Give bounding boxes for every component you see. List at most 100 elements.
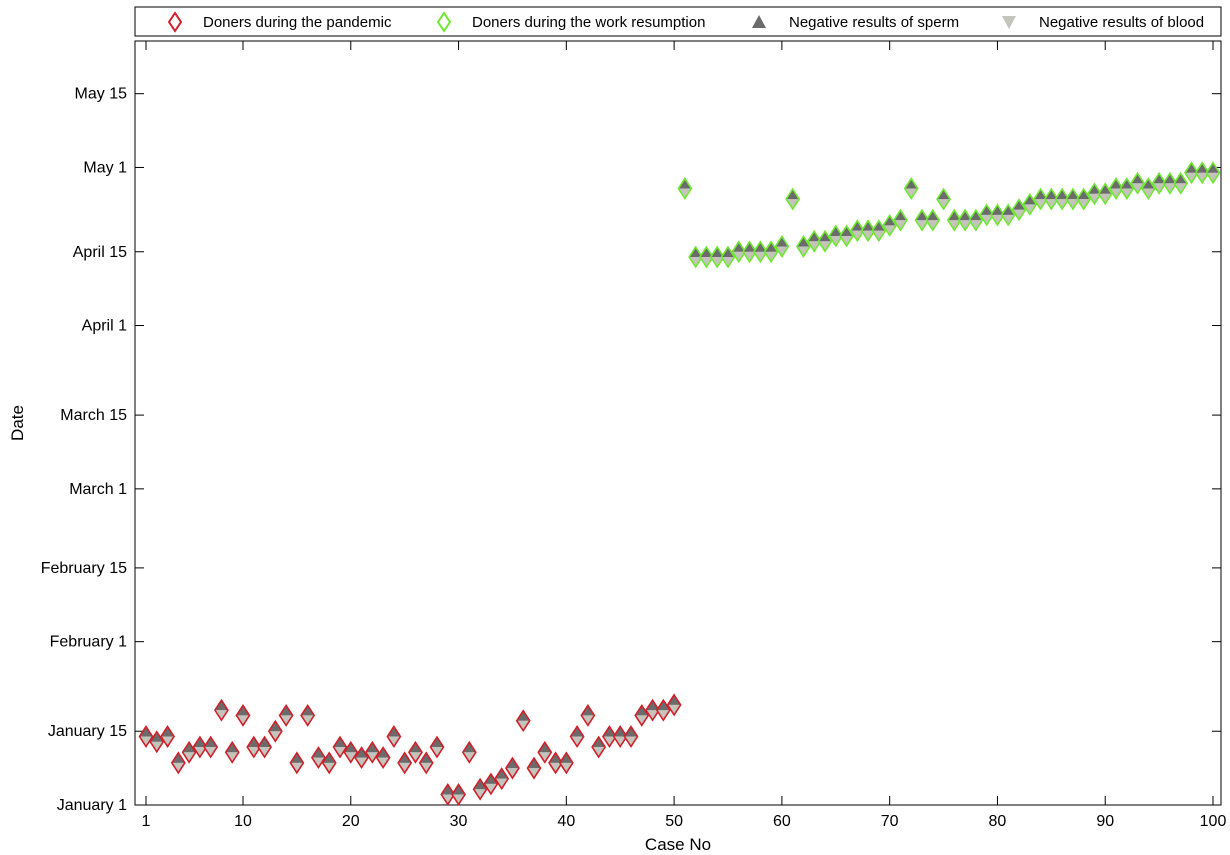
data-point: [418, 751, 434, 775]
data-point: [289, 751, 305, 775]
sperm-result-marker: [1077, 189, 1091, 200]
data-point: [1000, 203, 1016, 227]
donor-marker: [1151, 171, 1167, 195]
sperm-result-marker: [214, 700, 228, 711]
blood-result-marker: [958, 220, 972, 231]
sperm-result-marker: [559, 752, 573, 763]
data-point: [1205, 161, 1221, 185]
blood-result-marker: [495, 778, 509, 789]
blood-result-marker: [624, 736, 638, 747]
donor-marker: [731, 240, 747, 264]
legend-diamond-marker: [436, 11, 452, 33]
data-point: [1022, 192, 1038, 216]
sperm-result-marker: [398, 752, 412, 763]
sperm-result-marker: [430, 737, 444, 748]
data-point: [429, 735, 445, 759]
data-marks: [138, 161, 1221, 806]
donor-marker: [892, 208, 908, 232]
donor-marker: [601, 725, 617, 748]
legend-item: Negative results of blood: [1002, 14, 1204, 31]
sperm-result-marker: [678, 178, 692, 189]
sperm-result-marker: [1184, 162, 1198, 173]
x-tick-label: 1: [142, 813, 151, 830]
sperm-result-marker: [1152, 173, 1166, 184]
data-point: [1140, 177, 1156, 200]
donor-marker: [752, 240, 768, 264]
data-point: [192, 735, 208, 759]
data-point: [623, 725, 639, 748]
donor-marker: [170, 751, 186, 775]
data-point: [375, 746, 391, 770]
donor-marker: [213, 698, 229, 722]
blood-result-marker: [1174, 183, 1188, 194]
blood-result-marker: [516, 720, 530, 731]
donor-marker: [774, 235, 790, 258]
blood-result-marker: [1184, 172, 1198, 183]
donor-marker: [871, 219, 887, 243]
sperm-result-marker: [1012, 199, 1026, 210]
blood-result-marker: [441, 794, 455, 805]
legend-item: Negative results of sperm: [752, 14, 959, 31]
x-tick-label: 30: [450, 813, 468, 830]
blood-result-marker: [1152, 183, 1166, 194]
sperm-result-marker: [505, 758, 519, 769]
donor-marker: [224, 740, 240, 764]
donor-marker: [515, 709, 531, 733]
data-point: [181, 740, 197, 764]
data-point: [364, 740, 380, 764]
data-point: [925, 208, 941, 232]
donor-marker: [235, 703, 251, 727]
blood-result-marker: [549, 762, 563, 773]
blood-result-marker: [161, 736, 175, 747]
data-point: [806, 229, 822, 253]
sperm-result-marker: [484, 773, 498, 784]
sperm-result-marker: [408, 742, 422, 753]
sperm-result-marker: [990, 204, 1004, 215]
donor-marker: [612, 725, 628, 748]
donor-marker: [407, 740, 423, 764]
donor-marker: [440, 782, 456, 806]
x-tick-label: 10: [234, 813, 252, 830]
sperm-result-marker: [1120, 178, 1134, 189]
blood-result-marker: [1077, 199, 1091, 210]
donor-marker: [418, 751, 434, 775]
legend-item: Doners during the pandemic: [167, 11, 392, 33]
donor-marker: [806, 229, 822, 253]
blood-result-marker: [322, 762, 336, 773]
blood-result-marker: [807, 241, 821, 252]
donor-marker: [839, 224, 855, 248]
sperm-result-marker: [613, 726, 627, 737]
blood-result-marker: [646, 710, 660, 721]
data-point: [149, 730, 165, 754]
donor-marker: [645, 698, 661, 722]
sperm-result-marker: [818, 231, 832, 242]
data-point: [1194, 161, 1210, 185]
sperm-result-marker: [861, 220, 875, 231]
donor-marker: [289, 751, 305, 775]
data-point: [386, 725, 402, 748]
donor-marker: [149, 730, 165, 754]
data-point: [483, 772, 499, 796]
sperm-result-marker: [915, 210, 929, 221]
donor-marker: [160, 725, 176, 748]
legend-diamond-marker: [167, 11, 183, 33]
data-point: [634, 703, 650, 727]
blood-result-marker: [236, 715, 250, 726]
sperm-result-marker: [279, 705, 293, 716]
data-point: [1151, 171, 1167, 195]
data-point: [666, 693, 682, 717]
sperm-result-marker: [732, 241, 746, 252]
donor-marker: [882, 213, 898, 237]
donor-marker: [537, 740, 553, 764]
data-point: [397, 751, 413, 775]
blood-result-marker: [872, 230, 886, 241]
sperm-result-marker: [904, 178, 918, 189]
donor-marker: [1097, 182, 1113, 206]
sperm-result-marker: [646, 700, 660, 711]
donor-marker: [321, 751, 337, 775]
legend-box: [134, 6, 1222, 37]
sperm-result-marker: [872, 220, 886, 231]
donor-marker: [1076, 187, 1092, 211]
data-point: [677, 177, 693, 200]
sperm-result-marker: [764, 241, 778, 252]
